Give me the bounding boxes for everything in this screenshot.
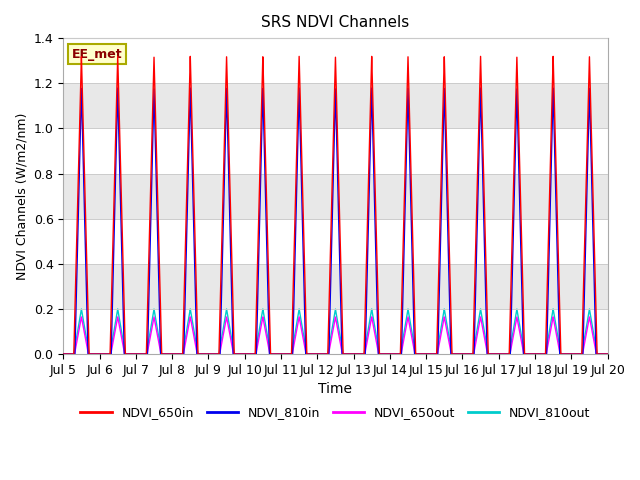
Bar <box>63 264 607 309</box>
NDVI_650in <box>114 53 122 59</box>
NDVI_810in <box>92 351 100 357</box>
NDVI_650out <box>114 314 122 320</box>
Line: NDVI_650out: NDVI_650out <box>63 317 607 354</box>
NDVI_650out <box>92 351 100 357</box>
NDVI_650in <box>62 351 70 357</box>
NDVI_650in <box>166 351 174 357</box>
Bar <box>63 83 607 128</box>
NDVI_810out <box>166 351 174 357</box>
Text: EE_met: EE_met <box>72 48 122 60</box>
NDVI_810in <box>166 351 174 357</box>
NDVI_810out <box>114 306 122 312</box>
NDVI_650out <box>82 338 90 344</box>
NDVI_810in <box>62 351 70 357</box>
NDVI_650in <box>92 351 100 357</box>
NDVI_810out <box>326 342 333 348</box>
NDVI_650out <box>575 351 582 357</box>
NDVI_650in <box>575 351 582 357</box>
NDVI_650in <box>326 288 333 294</box>
NDVI_810in <box>114 85 122 91</box>
NDVI_650out <box>326 347 333 352</box>
Line: NDVI_810in: NDVI_810in <box>63 88 607 354</box>
NDVI_810out <box>82 332 90 338</box>
NDVI_810out <box>604 351 611 357</box>
NDVI_650in <box>604 351 611 357</box>
NDVI_810in <box>575 351 582 357</box>
Y-axis label: NDVI Channels (W/m2/nm): NDVI Channels (W/m2/nm) <box>15 112 28 280</box>
NDVI_650out <box>62 351 70 357</box>
NDVI_810out <box>575 351 582 357</box>
NDVI_810in <box>604 351 611 357</box>
Legend: NDVI_650in, NDVI_810in, NDVI_650out, NDVI_810out: NDVI_650in, NDVI_810in, NDVI_650out, NDV… <box>76 401 595 424</box>
X-axis label: Time: Time <box>319 383 353 396</box>
Bar <box>63 174 607 219</box>
NDVI_810in <box>326 330 333 336</box>
NDVI_810in <box>60 351 67 357</box>
NDVI_810out <box>60 351 67 357</box>
NDVI_810out <box>62 351 70 357</box>
Line: NDVI_650in: NDVI_650in <box>63 56 607 354</box>
Title: SRS NDVI Channels: SRS NDVI Channels <box>261 15 410 30</box>
NDVI_810out <box>92 351 100 357</box>
NDVI_650in <box>60 351 67 357</box>
NDVI_650out <box>166 351 174 357</box>
NDVI_650out <box>60 351 67 357</box>
NDVI_650out <box>604 351 611 357</box>
NDVI_810in <box>82 264 90 270</box>
NDVI_650in <box>82 225 90 231</box>
Line: NDVI_810out: NDVI_810out <box>63 309 607 354</box>
